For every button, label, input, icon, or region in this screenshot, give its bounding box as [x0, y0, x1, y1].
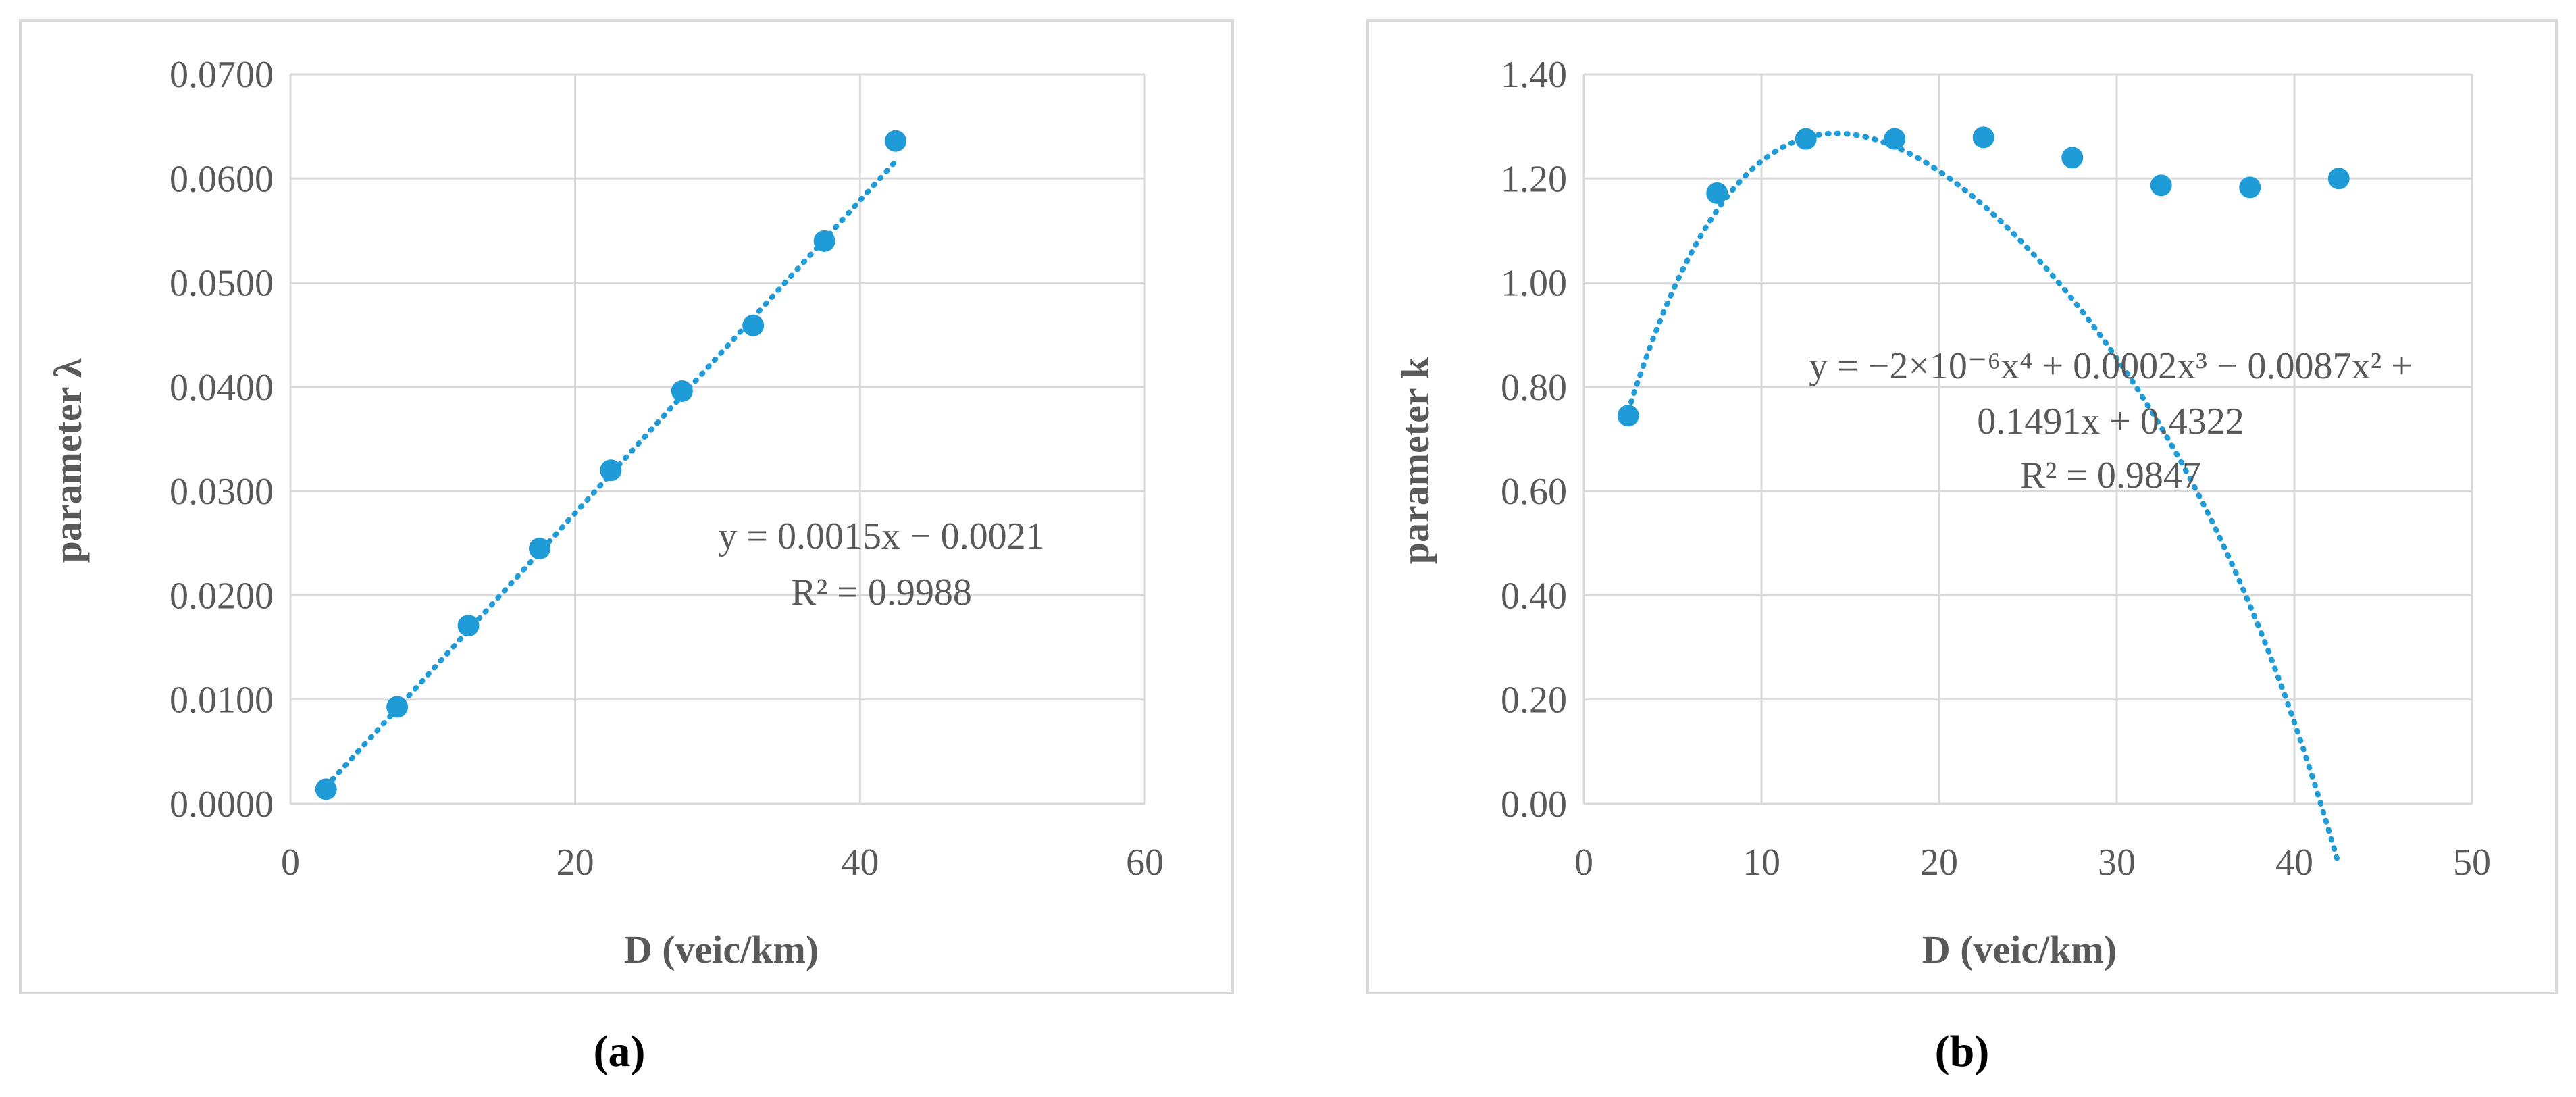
data-point: [1972, 126, 1994, 149]
chart-panel-a: 0.0000 0.0100 0.0200 0.0300 0.0400 0.0500 0.06…: [19, 19, 1234, 994]
x-tick-label: 20: [1920, 842, 1958, 884]
data-point: [2061, 147, 2084, 169]
data-point: [2150, 174, 2172, 197]
data-points-a: [315, 130, 907, 800]
x-tick-label: 0: [1574, 842, 1593, 884]
x-tick-label: 40: [2275, 842, 2313, 884]
x-tick-label: 60: [1126, 842, 1164, 884]
data-point: [1884, 128, 1906, 150]
y-tick-labels-b: 0.00 0.20 0.40 0.60 0.80 1.00 1.20 1.40: [1501, 54, 1567, 825]
y-tick-labels-a: 0.0000 0.0100 0.0200 0.0300 0.0400 0.0500 0.06…: [170, 54, 274, 825]
data-point: [1706, 182, 1728, 204]
caption-b: (b): [1935, 1027, 1990, 1076]
y-axis-title-a: parameter λ: [46, 358, 90, 563]
data-point: [813, 230, 835, 252]
trend-equation-line1-b: y = −2×10⁻⁶x⁴ + 0.0002x³ − 0.0087x² +: [1809, 345, 2413, 387]
x-tick-label: 10: [1743, 842, 1780, 884]
caption-a: (a): [594, 1027, 646, 1076]
trendline-path: [1625, 130, 2342, 868]
x-tick-labels-b: 0 10 20 30 40 50: [1574, 842, 2491, 884]
x-tick-label: 0: [281, 842, 300, 884]
y-tick-label: 0.0300: [170, 471, 274, 513]
gridlines-b: [1582, 73, 2473, 805]
trend-r2-b: R² = 0.9847: [2020, 455, 2201, 496]
x-axis-title-b: D (veic/km): [1922, 927, 2117, 971]
chart-frame-a: [19, 19, 1234, 994]
y-tick-label: 0.60: [1501, 471, 1567, 513]
x-tick-label: 20: [557, 842, 594, 884]
y-tick-label: 0.00: [1501, 784, 1567, 825]
y-tick-label: 0.0000: [170, 784, 274, 825]
data-point: [457, 615, 480, 637]
trend-equation-line2-b: 0.1491x + 0.4322: [1977, 401, 2244, 442]
data-point: [386, 696, 409, 718]
data-points-b: [1617, 126, 2350, 427]
data-point: [1795, 128, 1817, 150]
data-point: [2327, 168, 2350, 190]
trend-equation-a: y = 0.0015x − 0.0021: [718, 515, 1044, 557]
x-tick-label: 50: [2453, 842, 2491, 884]
trendline-b: [1625, 130, 2342, 868]
x-axis-title-a: D (veic/km): [624, 927, 819, 971]
data-point: [885, 130, 907, 152]
y-tick-label: 1.20: [1501, 158, 1567, 200]
data-point: [1617, 405, 1639, 427]
y-tick-label: 0.40: [1501, 575, 1567, 617]
data-point: [600, 459, 622, 482]
chart-frame-b: [1366, 19, 2558, 994]
y-tick-label: 0.0600: [170, 158, 274, 200]
trend-r2-a: R² = 0.9988: [791, 571, 972, 613]
data-point: [528, 538, 550, 559]
chart-panel-b: 0.00 0.20 0.40 0.60 0.80 1.00 1.20 1.40 0 10 20 30…: [1366, 19, 2558, 994]
y-tick-label: 1.40: [1501, 54, 1567, 96]
x-tick-labels-a: 0 20 40 60: [281, 842, 1164, 884]
x-tick-label: 40: [841, 842, 879, 884]
y-tick-label: 0.0700: [170, 54, 274, 96]
y-tick-label: 0.0500: [170, 263, 274, 305]
y-tick-label: 0.0100: [170, 680, 274, 721]
data-point: [2239, 176, 2261, 199]
y-tick-label: 0.0400: [170, 367, 274, 409]
data-point: [315, 778, 337, 800]
y-axis-title-b: parameter k: [1393, 357, 1437, 564]
y-tick-label: 1.00: [1501, 263, 1567, 305]
x-tick-label: 30: [2098, 842, 2136, 884]
y-tick-label: 0.0200: [170, 575, 274, 617]
data-point: [671, 380, 693, 403]
y-tick-label: 0.80: [1501, 367, 1567, 409]
gridlines-a: [289, 73, 1146, 805]
y-tick-label: 0.20: [1501, 680, 1567, 721]
data-point: [742, 314, 765, 336]
